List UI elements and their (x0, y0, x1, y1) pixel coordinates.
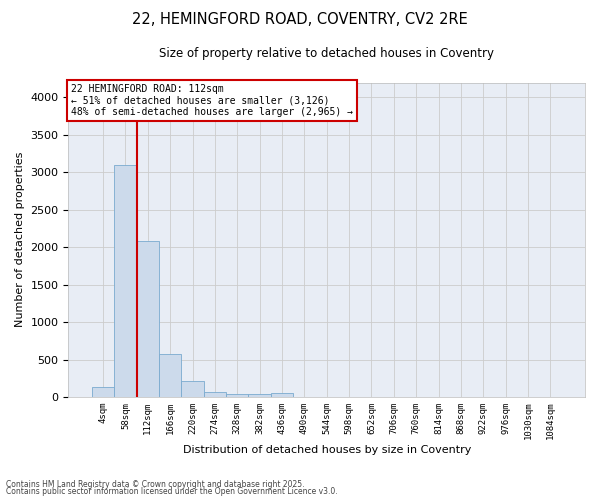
Bar (159, 354, 181, 397)
Text: 22 HEMINGFORD ROAD: 112sqm
← 51% of detached houses are smaller (3,126)
48% of s: 22 HEMINGFORD ROAD: 112sqm ← 51% of deta… (71, 84, 353, 117)
Bar (271, 393, 293, 397)
Bar (226, 394, 248, 397)
X-axis label: Distribution of detached houses by size in Coventry: Distribution of detached houses by size … (182, 445, 471, 455)
Bar (248, 394, 271, 397)
Bar (114, 165, 137, 397)
Text: 22, HEMINGFORD ROAD, COVENTRY, CV2 2RE: 22, HEMINGFORD ROAD, COVENTRY, CV2 2RE (132, 12, 468, 28)
Text: Contains public sector information licensed under the Open Government Licence v3: Contains public sector information licen… (6, 488, 338, 496)
Title: Size of property relative to detached houses in Coventry: Size of property relative to detached ho… (159, 48, 494, 60)
Y-axis label: Number of detached properties: Number of detached properties (15, 152, 25, 328)
Bar (92, 387, 114, 397)
Text: Contains HM Land Registry data © Crown copyright and database right 2025.: Contains HM Land Registry data © Crown c… (6, 480, 305, 489)
Bar (181, 381, 204, 397)
Bar (137, 241, 159, 397)
Bar (204, 392, 226, 397)
